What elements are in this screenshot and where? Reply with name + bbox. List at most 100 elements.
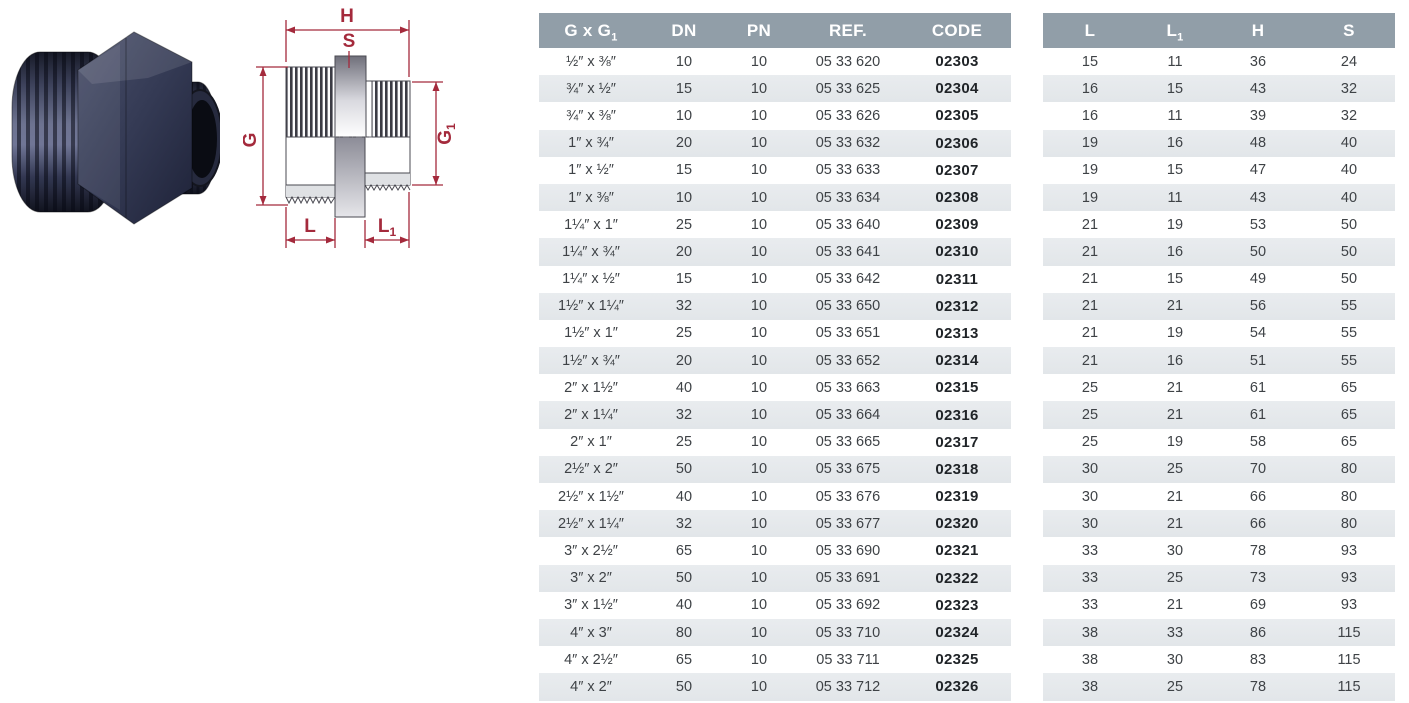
dim-table-cell-l: 30 [1043,510,1137,538]
spec-table-cell-size: 2″ x 1½″ [564,379,618,396]
spec-table-cell-pn: 10 [725,183,793,212]
spec-table-cell-ref: 05 33 651 [815,325,881,342]
spec-table-cell-pn: 10 [750,542,768,559]
dim-table-cell-h: 69 [1249,597,1267,614]
spec-table-cell-code: 02305 [935,107,979,125]
spec-table-cell-pn: 10 [750,488,768,505]
table-row: 25 21 61 65 [1043,401,1395,429]
spec-table-cell-pn: 10 [725,75,793,103]
dim-table-cell-l1: 19 [1166,216,1184,233]
dim-header-l: L [1043,13,1137,48]
dim-table-cell-s: 80 [1340,488,1358,505]
spec-table-cell-size: 1″ x ¾″ [539,129,643,157]
table-row: 33 30 78 93 [1043,537,1395,564]
dim-table-cell-s: 93 [1340,542,1358,559]
table-row: 38 30 83 115 [1043,646,1395,673]
dim-table-cell-l1: 30 [1166,651,1184,668]
dim-table-cell-l1: 16 [1137,238,1213,266]
dim-table-cell-l1: 11 [1167,107,1183,124]
table-row: 16 11 39 32 [1043,102,1395,129]
table-row: 21 21 56 55 [1043,292,1395,320]
spec-table-cell-pn: 10 [750,597,768,614]
spec-table-cell-ref: 05 33 663 [815,379,881,396]
table-row: 30 21 66 80 [1043,483,1395,510]
photo-hex-body [77,31,193,225]
spec-table-cell-dn: 50 [643,455,725,483]
spec-table-cell-ref: 05 33 710 [793,618,903,647]
spec-table-cell-code: 02323 [935,596,979,614]
spec-table-cell-ref: 05 33 677 [793,510,903,538]
spec-table-header-row: G x G1 DN PN REF. CODE [539,13,1011,48]
dimension-h-lines: H [285,6,410,77]
dim-table-cell-l: 33 [1043,564,1137,592]
spec-table-cell-code: 02325 [935,651,979,669]
dimension-label-s: S [343,31,356,52]
spec-table-cell-size: 2½″ x 2″ [539,455,643,483]
dim-table-cell-l: 21 [1043,347,1137,375]
dim-table-cell-l1: 11 [1167,53,1183,70]
spec-table-cell-pn: 10 [750,216,768,233]
spec-table-cell-dn: 50 [643,564,725,592]
table-row: 16 15 43 32 [1043,75,1395,103]
spec-table-cell-size: 3″ x 2″ [539,564,643,592]
spec-table-cell-pn: 10 [750,162,768,179]
dim-table-cell-h: 78 [1213,673,1303,701]
spec-table-cell-pn: 10 [725,401,793,429]
dim-table-cell-l: 25 [1043,401,1137,429]
dim-header-h: H [1213,13,1303,48]
dim-table-cell-l1: 25 [1137,455,1213,483]
spec-table-cell-ref: 05 33 641 [793,238,903,266]
dim-table-cell-s: 50 [1340,216,1358,233]
dim-table-cell-l1: 11 [1137,183,1213,212]
spec-table-cell-code: 02310 [903,238,1011,266]
spec-table-cell-code: 02317 [935,433,979,451]
spec-table-cell-dn: 32 [643,401,725,429]
spec-table-cell-dn: 10 [643,183,725,212]
dim-table-cell-l1: 30 [1166,542,1184,559]
table-row: 19 15 47 40 [1043,157,1395,184]
dim-table-cell-h: 36 [1249,53,1267,70]
spec-table-cell-ref: 05 33 642 [815,271,881,288]
table-row: 3″ x 2″ 50 10 05 33 691 02322 [539,564,1011,592]
dim-table-cell-l: 38 [1081,651,1099,668]
spec-table-cell-size: ½″ x ⅜″ [566,53,616,70]
table-row: ½″ x ⅜″ 10 10 05 33 620 02303 [539,48,1011,75]
product-photo [11,31,220,225]
dimension-g1-lines: G1 [412,81,458,186]
dim-table-cell-h: 61 [1213,401,1303,429]
dim-table-header-row: L L1 H S [1043,13,1395,48]
spec-table-cell-size: 4″ x 3″ [539,618,643,647]
spec-table-cell-ref: 05 33 620 [815,53,881,70]
dim-table-cell-s: 115 [1337,651,1361,668]
spec-table-cell-ref: 05 33 632 [793,129,903,157]
dim-table-cell-h: 66 [1213,510,1303,538]
dim-table-cell-l: 21 [1081,325,1099,342]
table-row: 2″ x 1½″ 40 10 05 33 663 02315 [539,374,1011,401]
dim-table-cell-l: 30 [1081,488,1099,505]
table-row: 3″ x 1½″ 40 10 05 33 692 02323 [539,592,1011,619]
spec-header-ref: REF. [793,13,903,48]
dim-table: L L1 H S 15 11 36 24 16 15 43 32 16 11 39 32 19 16 48 4… [1043,13,1395,701]
dim-table-cell-s: 80 [1303,455,1395,483]
dim-table-cell-l1: 21 [1137,292,1213,320]
spec-table-cell-pn: 10 [725,347,793,375]
dim-table-cell-l: 15 [1081,53,1099,70]
table-row: 4″ x 3″ 80 10 05 33 710 02324 [539,618,1011,647]
spec-table-cell-dn: 25 [675,216,693,233]
spec-table-cell-code: 02304 [903,75,1011,103]
table-row: 1″ x ¾″ 20 10 05 33 632 02306 [539,129,1011,157]
dim-table-cell-s: 40 [1340,162,1358,179]
dim-table-cell-s: 40 [1303,183,1395,212]
spec-table-cell-dn: 40 [675,379,693,396]
spec-table-cell-code: 02315 [935,379,979,397]
spec-table-cell-pn: 10 [725,292,793,320]
spec-table-cell-ref: 05 33 665 [815,434,881,451]
spec-table-cell-size: 2″ x 1″ [570,434,612,451]
spec-table-cell-code: 02311 [935,270,979,288]
table-row: 33 25 73 93 [1043,564,1395,592]
table-row: 1½″ x 1″ 25 10 05 33 651 02313 [539,320,1011,347]
spec-table-cell-dn: 50 [643,673,725,701]
dim-table-cell-s: 24 [1340,53,1358,70]
spec-table-cell-dn: 15 [675,162,693,179]
spec-table-cell-size: 1″ x ½″ [568,162,614,179]
